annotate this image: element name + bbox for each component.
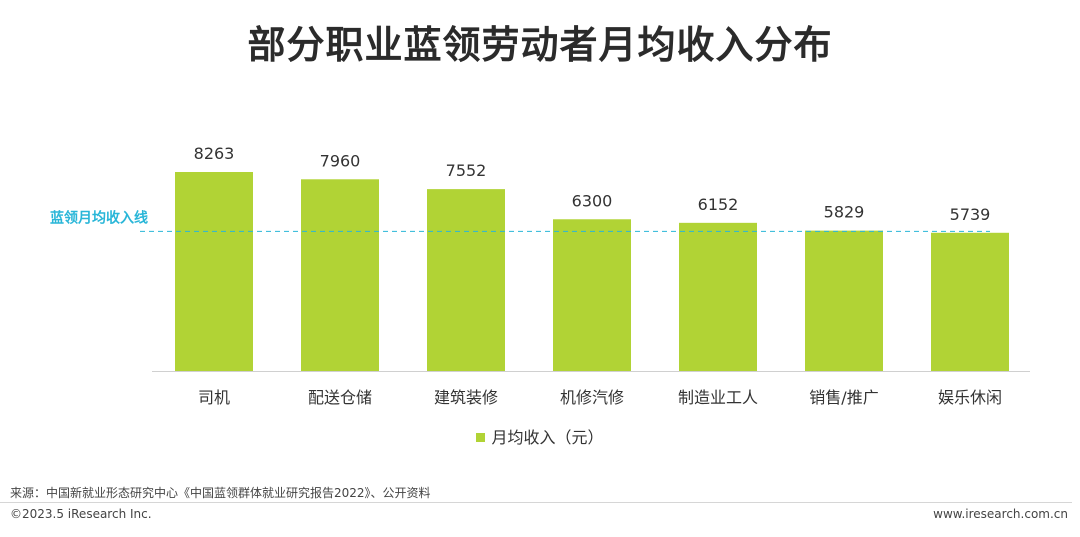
bar-value-label: 7960 <box>320 151 361 170</box>
category-label: 司机 <box>198 388 230 407</box>
legend: 月均收入（元） <box>0 424 1080 448</box>
category-label: 建筑装修 <box>434 388 498 407</box>
bar-value-label: 6152 <box>698 195 739 214</box>
bar-4 <box>553 219 631 371</box>
footer-divider <box>0 502 1072 503</box>
bar-7 <box>931 232 1009 371</box>
chart-title: 部分职业蓝领劳动者月均收入分布 <box>247 23 833 67</box>
category-label: 制造业工人 <box>678 388 758 407</box>
category-label: 机修汽修 <box>560 388 624 407</box>
source-note: 来源：中国新就业形态研究中心《中国蓝领群体就业研究报告2022》、公开资料 <box>10 486 431 500</box>
website-link[interactable]: www.iresearch.com.cn <box>933 507 1068 521</box>
bar-2 <box>301 179 379 371</box>
bar-value-label: 8263 <box>194 144 235 163</box>
bar-5 <box>679 222 757 371</box>
reference-line-label: 蓝领月均收入线 <box>50 209 148 226</box>
copyright: ©2023.5 iResearch Inc. <box>10 507 152 521</box>
category-label: 配送仓储 <box>308 388 372 407</box>
bar-chart: 8263 司机 7960 配送仓储 7552 建筑装修 6300 机修汽修 6152 制造业工人 5… <box>50 144 1030 407</box>
bar-value-label: 5739 <box>950 205 991 224</box>
category-label: 销售/推广 <box>809 388 878 407</box>
legend-swatch <box>476 433 486 442</box>
bar-value-label: 7552 <box>446 161 487 180</box>
bar-value-label: 6300 <box>572 191 613 210</box>
bar-3 <box>427 189 505 371</box>
category-label: 娱乐休闲 <box>938 388 1002 407</box>
bar-6 <box>805 230 883 371</box>
bar-1 <box>175 172 253 371</box>
legend-label: 月均收入（元） <box>491 428 604 447</box>
bar-value-label: 5829 <box>824 203 865 222</box>
